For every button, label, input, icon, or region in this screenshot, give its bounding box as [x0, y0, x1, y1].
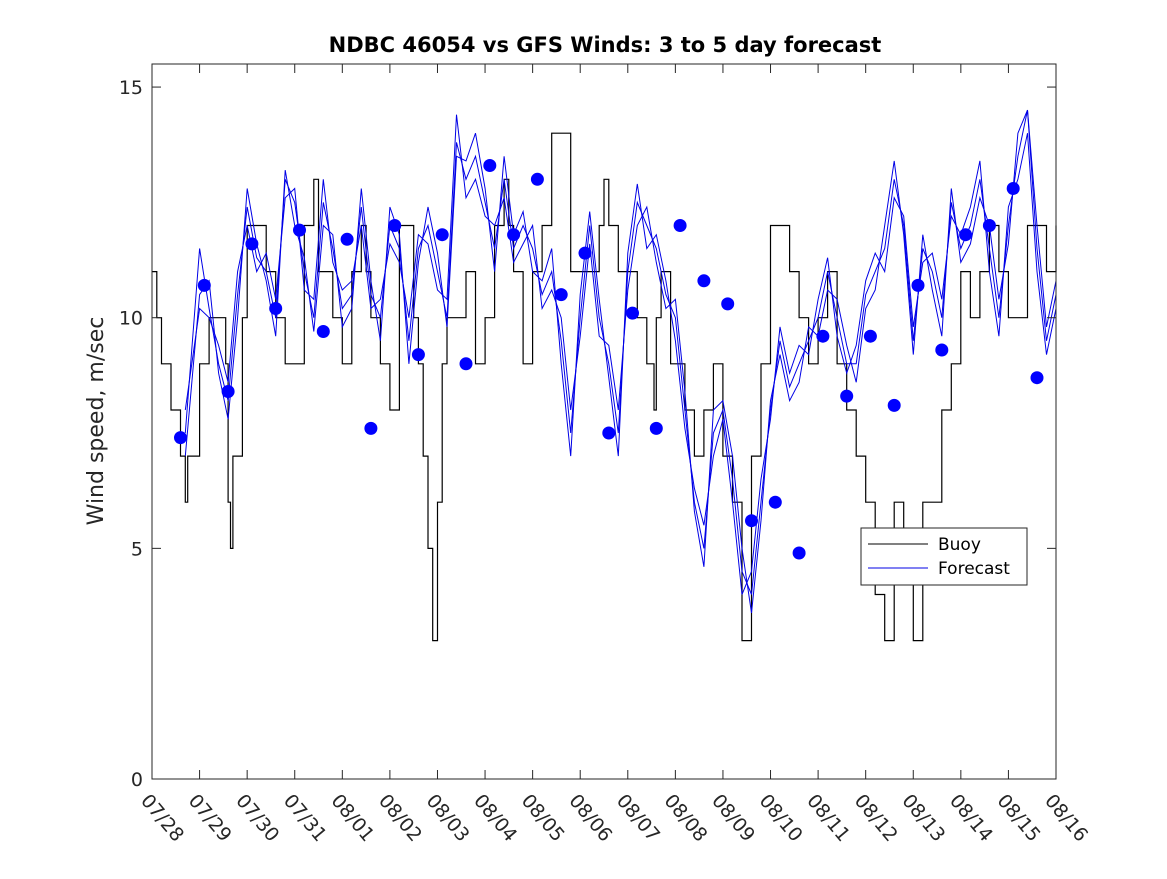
forecast-marker — [1030, 371, 1044, 385]
forecast-series — [184, 109, 1057, 613]
forecast-line-3 — [184, 109, 1057, 613]
forecast-marker — [697, 274, 711, 288]
forecast-marker — [911, 278, 925, 292]
forecast-marker — [459, 357, 473, 371]
y-tick-label: 15 — [119, 77, 143, 99]
forecast-marker — [745, 514, 758, 528]
y-tick-label: 10 — [119, 308, 143, 330]
forecast-marker — [316, 325, 330, 338]
forecast-marker — [554, 288, 568, 302]
forecast-marker — [863, 329, 877, 343]
plot-border — [151, 63, 1057, 780]
legend: Buoy Forecast — [860, 527, 1028, 586]
forecast-marker — [435, 228, 449, 242]
legend-forecast-label: Forecast — [938, 559, 1010, 579]
forecast-marker — [887, 398, 901, 412]
legend-box — [860, 527, 1028, 586]
forecast-marker — [578, 246, 592, 260]
y-tick-label: 5 — [131, 538, 143, 560]
forecast-marker — [483, 159, 497, 172]
forecast-marker — [388, 219, 402, 232]
forecast-marker — [245, 237, 259, 251]
buoy-line — [152, 132, 1057, 642]
plot-area — [152, 64, 1056, 779]
forecast-marker — [626, 306, 639, 320]
forecast-marker — [935, 343, 949, 357]
y-axis-label: Wind speed, m/sec — [84, 317, 109, 526]
legend-buoy-label: Buoy — [938, 535, 981, 555]
forecast-marker — [840, 389, 854, 403]
forecast-markers — [174, 159, 1044, 560]
forecast-marker — [269, 302, 283, 315]
forecast-marker — [340, 232, 354, 246]
forecast-marker — [721, 297, 735, 311]
forecast-marker — [197, 278, 211, 292]
forecast-marker — [649, 421, 663, 435]
forecast-marker — [507, 228, 521, 242]
forecast-marker — [982, 219, 996, 232]
chart-title: NDBC 46054 vs GFS Winds: 3 to 5 day fore… — [329, 33, 882, 57]
forecast-marker — [768, 495, 782, 509]
buoy-series — [152, 132, 1057, 642]
forecast-marker — [792, 546, 806, 560]
forecast-marker — [673, 219, 687, 232]
forecast-marker — [174, 431, 187, 445]
forecast-marker — [411, 348, 425, 362]
forecast-marker — [364, 421, 378, 435]
y-axis-ticks: 0 5 10 15 — [119, 77, 1056, 791]
y-tick-label: 0 — [131, 769, 143, 791]
forecast-marker — [221, 385, 235, 398]
forecast-marker — [1006, 182, 1020, 195]
forecast-marker — [602, 426, 616, 440]
forecast-marker — [293, 223, 306, 237]
forecast-marker — [530, 172, 544, 186]
forecast-marker — [959, 228, 973, 242]
forecast-marker — [816, 329, 830, 343]
